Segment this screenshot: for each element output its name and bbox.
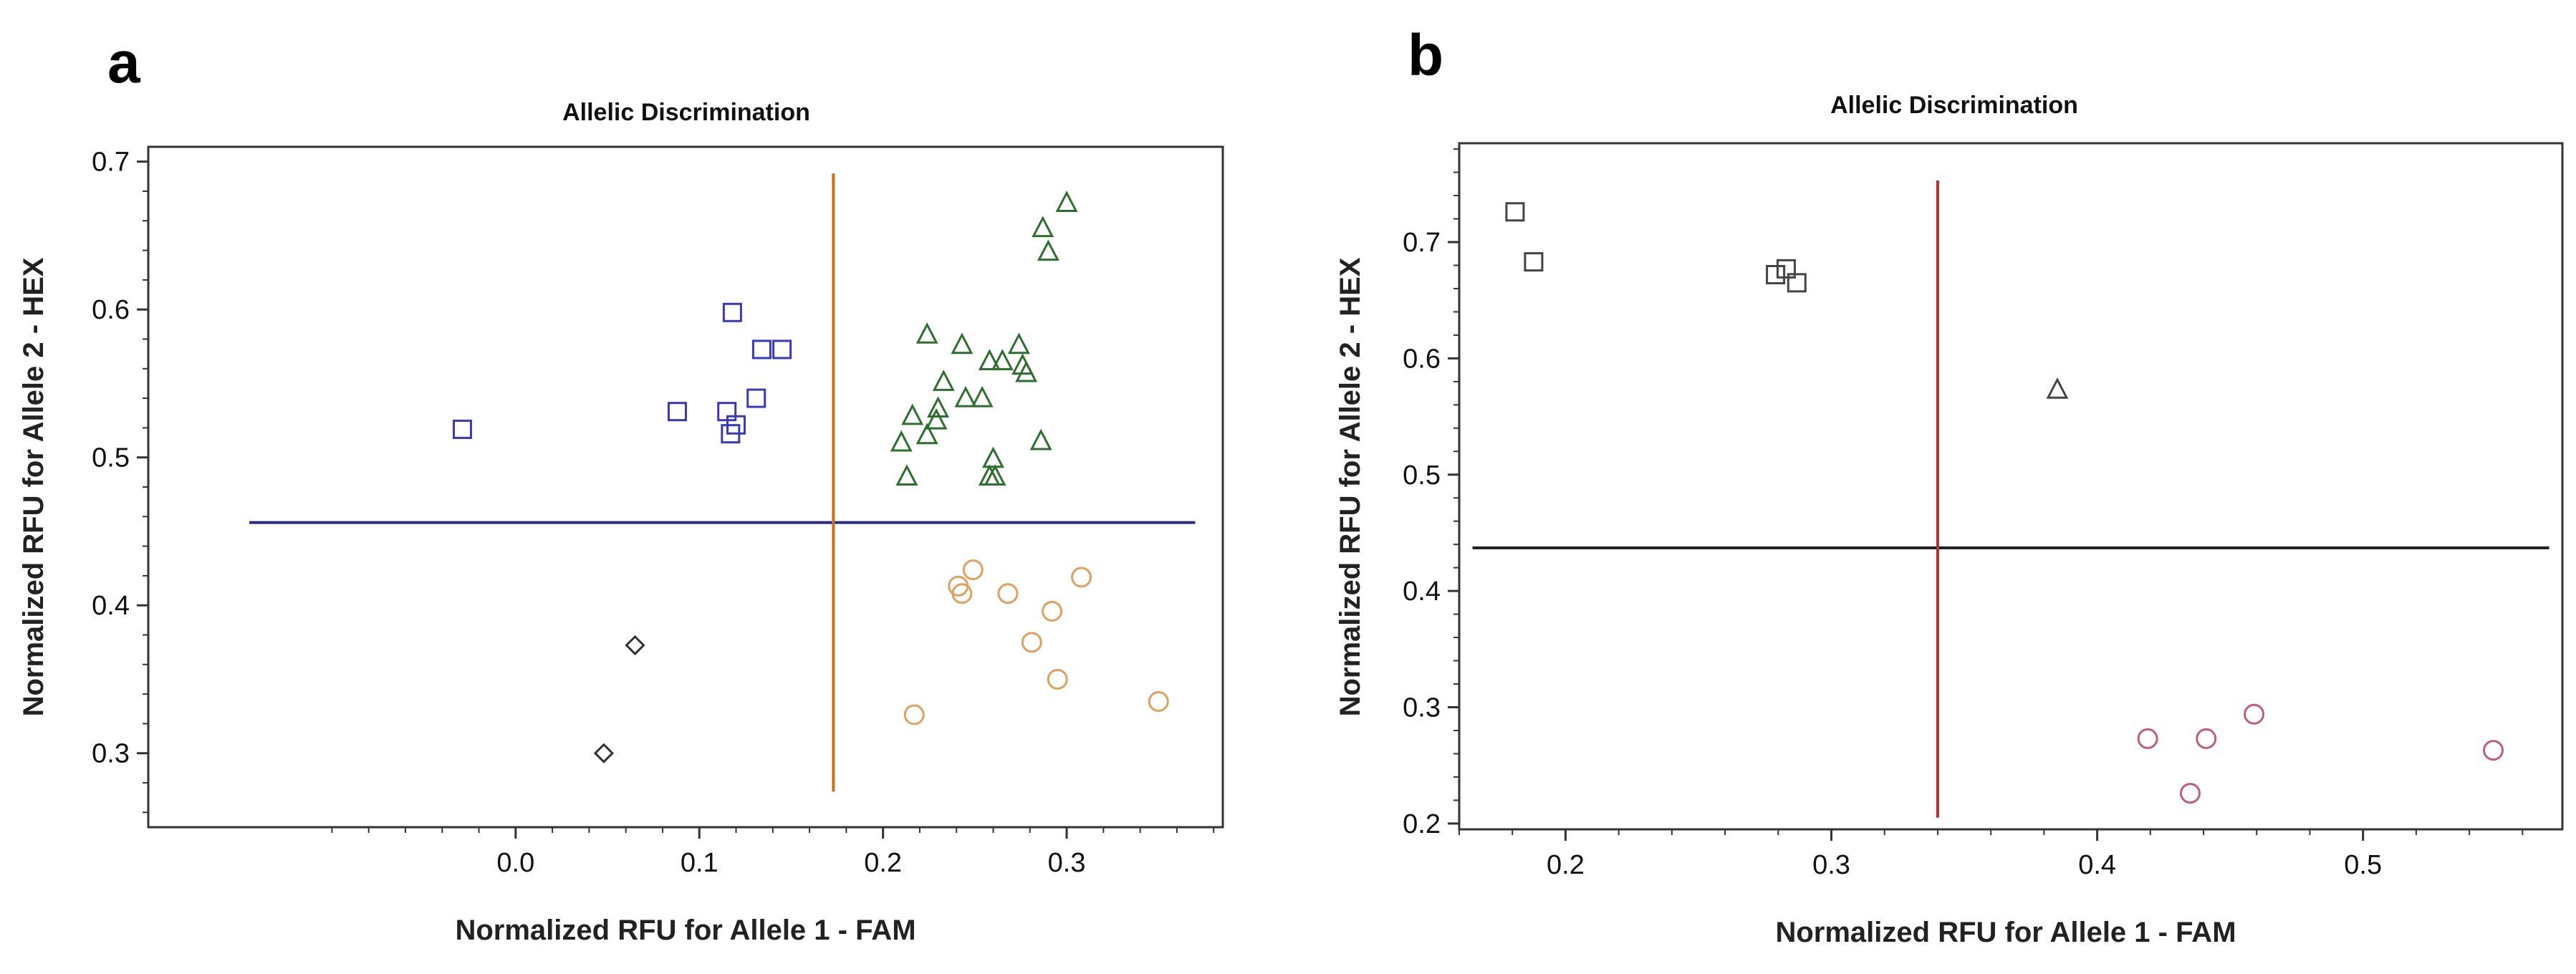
panel-a-title: Allelic Discrimination	[562, 99, 810, 126]
point-triangle	[991, 349, 1014, 370]
point-triangle	[890, 430, 913, 452]
point-square	[722, 302, 742, 322]
x-tick-label: 0.3	[1048, 848, 1086, 878]
panel-b-plot-frame	[1458, 142, 2564, 831]
y-tick-label: 0.4	[92, 591, 130, 621]
panel-b-x-ticks: 0.2 0.3 0.4 0.5	[1458, 829, 2524, 880]
panel-a-x-axis-label: Normalized RFU for Allele 1 - FAM	[455, 915, 915, 946]
point-triangle	[1015, 360, 1038, 382]
panel-a-points	[452, 191, 1169, 763]
point-triangle	[954, 385, 977, 408]
point-circle	[1148, 690, 1169, 712]
y-tick-label: 0.4	[1403, 577, 1441, 607]
point-square	[1776, 259, 1796, 279]
panel-b-title: Allelic Discrimination	[1830, 92, 2078, 119]
panel-a-y-axis-label: Normalized RFU for Allele 2 - HEX	[18, 257, 49, 716]
x-tick-label: 0.5	[2344, 850, 2382, 880]
point-diamond	[625, 635, 645, 656]
panel-b-letter: b	[1408, 23, 1443, 88]
panel-b: b Allelic Discrimination 0.2 0.3 0.4 0.5 0.…	[1335, 23, 2564, 948]
point-square	[772, 339, 792, 360]
point-diamond	[593, 743, 615, 763]
point-square	[751, 339, 772, 360]
point-triangle	[2046, 377, 2069, 399]
point-square	[452, 419, 472, 439]
y-tick-label: 0.2	[1403, 809, 1441, 839]
point-triangle	[927, 396, 950, 418]
point-circle	[951, 583, 973, 604]
point-circle	[2196, 728, 2217, 749]
point-square	[1766, 264, 1786, 284]
y-tick-label: 0.5	[92, 443, 130, 473]
panel-b-points	[1505, 202, 2504, 804]
panel-a-plot-frame	[147, 145, 1224, 829]
panel-a-y-ticks: 0.3 0.4 0.5 0.6 0.7	[92, 148, 148, 814]
x-tick-label: 0.1	[681, 848, 719, 878]
x-tick-label: 0.2	[1547, 850, 1585, 880]
y-tick-label: 0.7	[1403, 228, 1441, 258]
panel-b-x-axis-label: Normalized RFU for Allele 1 - FAM	[1775, 917, 2236, 948]
point-circle	[1071, 566, 1092, 588]
x-tick-label: 0.0	[496, 848, 534, 878]
point-triangle	[925, 408, 948, 430]
panel-a-thresholds	[249, 173, 1196, 792]
point-circle	[997, 583, 1019, 604]
point-circle	[2244, 703, 2265, 725]
y-tick-label: 0.5	[1403, 461, 1441, 491]
point-square	[726, 415, 746, 435]
point-triangle	[1037, 239, 1059, 261]
point-circle	[2137, 728, 2158, 749]
panel-b-y-ticks: 0.2 0.3 0.4 0.5 0.6 0.7	[1403, 148, 1459, 839]
point-triangle	[915, 423, 938, 445]
panel-a: a Allelic Discrimination 0.0 0.1 0.2 0.3 0.…	[18, 30, 1224, 946]
point-circle	[2179, 783, 2201, 804]
point-circle	[1042, 600, 1063, 622]
x-tick-label: 0.2	[864, 848, 902, 878]
panel-b-thresholds	[1472, 180, 2549, 818]
point-square	[1524, 252, 1544, 272]
point-triangle	[895, 464, 918, 486]
point-triangle	[901, 403, 924, 425]
panel-b-y-axis-label: Normalized RFU for Allele 2 - HEX	[1335, 257, 1366, 716]
x-tick-label: 0.3	[1812, 850, 1850, 880]
point-triangle	[982, 446, 1004, 468]
point-square	[667, 402, 687, 422]
point-triangle	[951, 332, 974, 355]
point-square	[1787, 273, 1807, 293]
x-tick-label: 0.4	[2078, 850, 2116, 880]
y-tick-label: 0.6	[92, 295, 130, 325]
point-triangle	[978, 349, 1001, 370]
panel-a-x-ticks: 0.0 0.1 0.2 0.3	[331, 827, 1215, 878]
point-triangle	[1029, 428, 1052, 450]
point-triangle	[984, 464, 1006, 486]
point-triangle	[915, 322, 938, 344]
point-triangle	[932, 370, 955, 391]
point-triangle	[1007, 332, 1030, 355]
y-tick-label: 0.3	[1403, 693, 1441, 723]
point-triangle	[971, 385, 994, 408]
point-square	[746, 388, 766, 408]
point-circle	[903, 704, 925, 725]
point-triangle	[1032, 216, 1054, 238]
point-circle	[2483, 740, 2504, 761]
point-circle	[1021, 632, 1042, 653]
y-tick-label: 0.7	[92, 148, 130, 178]
point-circle	[1047, 668, 1068, 690]
y-tick-label: 0.3	[92, 739, 130, 769]
y-tick-label: 0.6	[1403, 344, 1441, 374]
point-square	[1505, 202, 1525, 222]
point-triangle	[1055, 191, 1078, 212]
panel-a-letter: a	[107, 30, 141, 95]
point-circle	[962, 559, 984, 581]
